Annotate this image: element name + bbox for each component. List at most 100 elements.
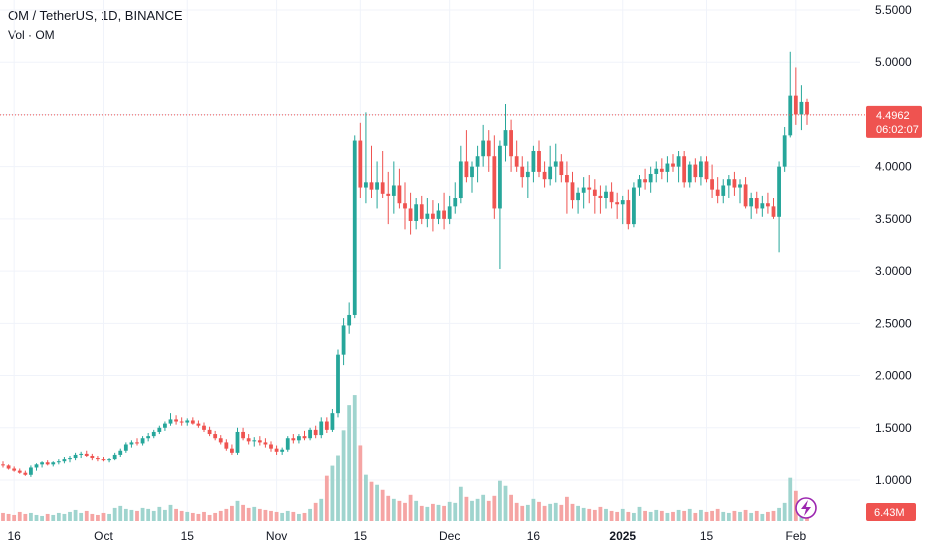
volume-indicator-label: Vol · OM [8,28,55,42]
candle [369,145,374,198]
candle-body [313,429,318,436]
volume-bar [34,514,39,521]
candle [230,444,234,455]
candle-body [687,164,692,183]
candle-body [782,135,787,167]
volume-bar [520,505,525,521]
volume-bar [771,510,776,521]
candle-body [90,455,95,459]
y-tick-label: 4.0000 [875,160,912,174]
volume-bar [553,502,558,521]
volume-bar [498,480,502,521]
candle [710,164,714,198]
volume-bar [570,503,575,521]
volume-bar [297,513,301,521]
candle [235,427,240,455]
volume-bar [559,504,564,521]
candle-body [637,179,642,188]
candle [620,195,625,225]
candle-body [643,179,647,183]
candle [559,154,564,183]
candle [73,452,78,461]
candle-body [375,182,379,190]
candle-body [525,171,530,178]
candle-body [598,195,603,198]
last-price-value: 4.4962 [876,110,910,122]
volume-bar [470,500,474,521]
candle [788,51,793,138]
candle [358,122,363,198]
candle-body [604,191,608,198]
candles [1,51,809,477]
candle-body [615,202,620,205]
candle [17,468,22,474]
candle-body [620,200,625,205]
candle-body [12,468,17,471]
candle-body [498,145,502,209]
lightning-icon[interactable] [795,497,817,519]
candle [721,179,726,204]
lightning-icon-bolt [801,500,811,516]
candle [380,151,385,198]
candle [157,425,162,435]
candle [498,140,502,270]
candle [442,192,446,230]
x-tick-label: Nov [266,529,287,543]
volume-bar [419,505,424,521]
candle [129,440,134,448]
volume-bar [665,512,670,521]
candle [615,192,620,219]
candle-body [715,189,720,196]
candle-body [202,425,206,430]
candle [486,130,491,172]
volume-bar [90,513,95,521]
volume-bar [615,511,620,521]
candle [291,434,296,444]
volume-bar [693,512,698,521]
candle-body [308,429,312,439]
candle [302,430,307,441]
price-axis[interactable]: 5.50005.00004.50004.00003.50003.00002.50… [875,3,912,487]
candle [23,470,28,476]
volume-bar [358,445,363,521]
candle [732,171,737,196]
candle-body [805,101,809,115]
candle [146,433,151,442]
candle-body [693,164,698,178]
candle-body [721,185,726,196]
candle [531,145,536,183]
volume-bar [609,510,614,521]
time-axis[interactable]: 16 Oct 15 Nov 15 Dec 16 2025 15 Feb [7,529,806,543]
candle [475,145,480,183]
candle-body [777,166,781,217]
x-tick-label: 15 [700,529,714,543]
x-tick-label: 2025 [609,529,636,543]
candle-body [453,198,458,207]
volume-bar [263,509,268,521]
x-tick-label: Oct [94,529,113,543]
volume-bar [447,501,452,521]
volume-bar [135,510,139,521]
candle-body [771,206,776,217]
volume-bar [537,501,541,521]
candle [257,436,262,446]
candle [324,417,329,433]
volume-bar [749,512,754,521]
candle-body [503,130,508,146]
volume-bar [386,495,391,521]
candle-body [101,459,106,461]
candle-body [676,156,681,167]
candle-body [486,140,491,157]
candle [274,445,279,455]
volume-tag-bg [866,503,916,521]
candle [726,175,731,198]
volume-bar [431,503,435,521]
candle-body [135,442,139,444]
candle [285,436,290,452]
volume-bar [531,498,536,521]
candle-body [274,448,279,452]
candle-body [29,467,33,475]
candle-body [659,168,664,172]
candle [553,143,558,183]
